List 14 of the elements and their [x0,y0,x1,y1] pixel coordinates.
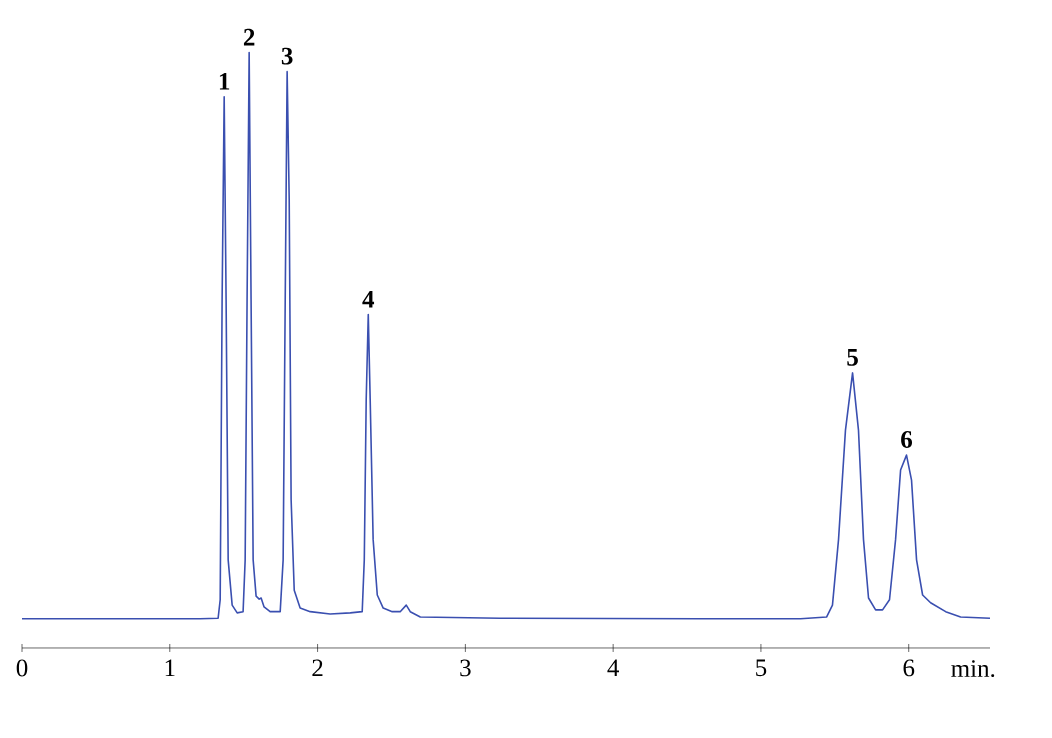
x-tick-label: 6 [903,659,915,677]
x-tick-label: 2 [312,659,323,677]
x-tick-label: 5 [756,659,767,677]
annotation: 5 [847,349,858,366]
annotation: 3 [281,47,293,65]
annotation: 2 [243,28,255,46]
x-tick-label: 1 [165,659,175,677]
annotation: 6 [901,431,913,448]
x-tick-label: 0 [16,659,28,677]
x-tick-label: 4 [607,659,620,676]
x-axis-title: min. [951,660,995,678]
annotation: 4 [362,290,375,308]
x-tick-label: 3 [460,659,471,677]
annotation: 1 [219,72,230,90]
